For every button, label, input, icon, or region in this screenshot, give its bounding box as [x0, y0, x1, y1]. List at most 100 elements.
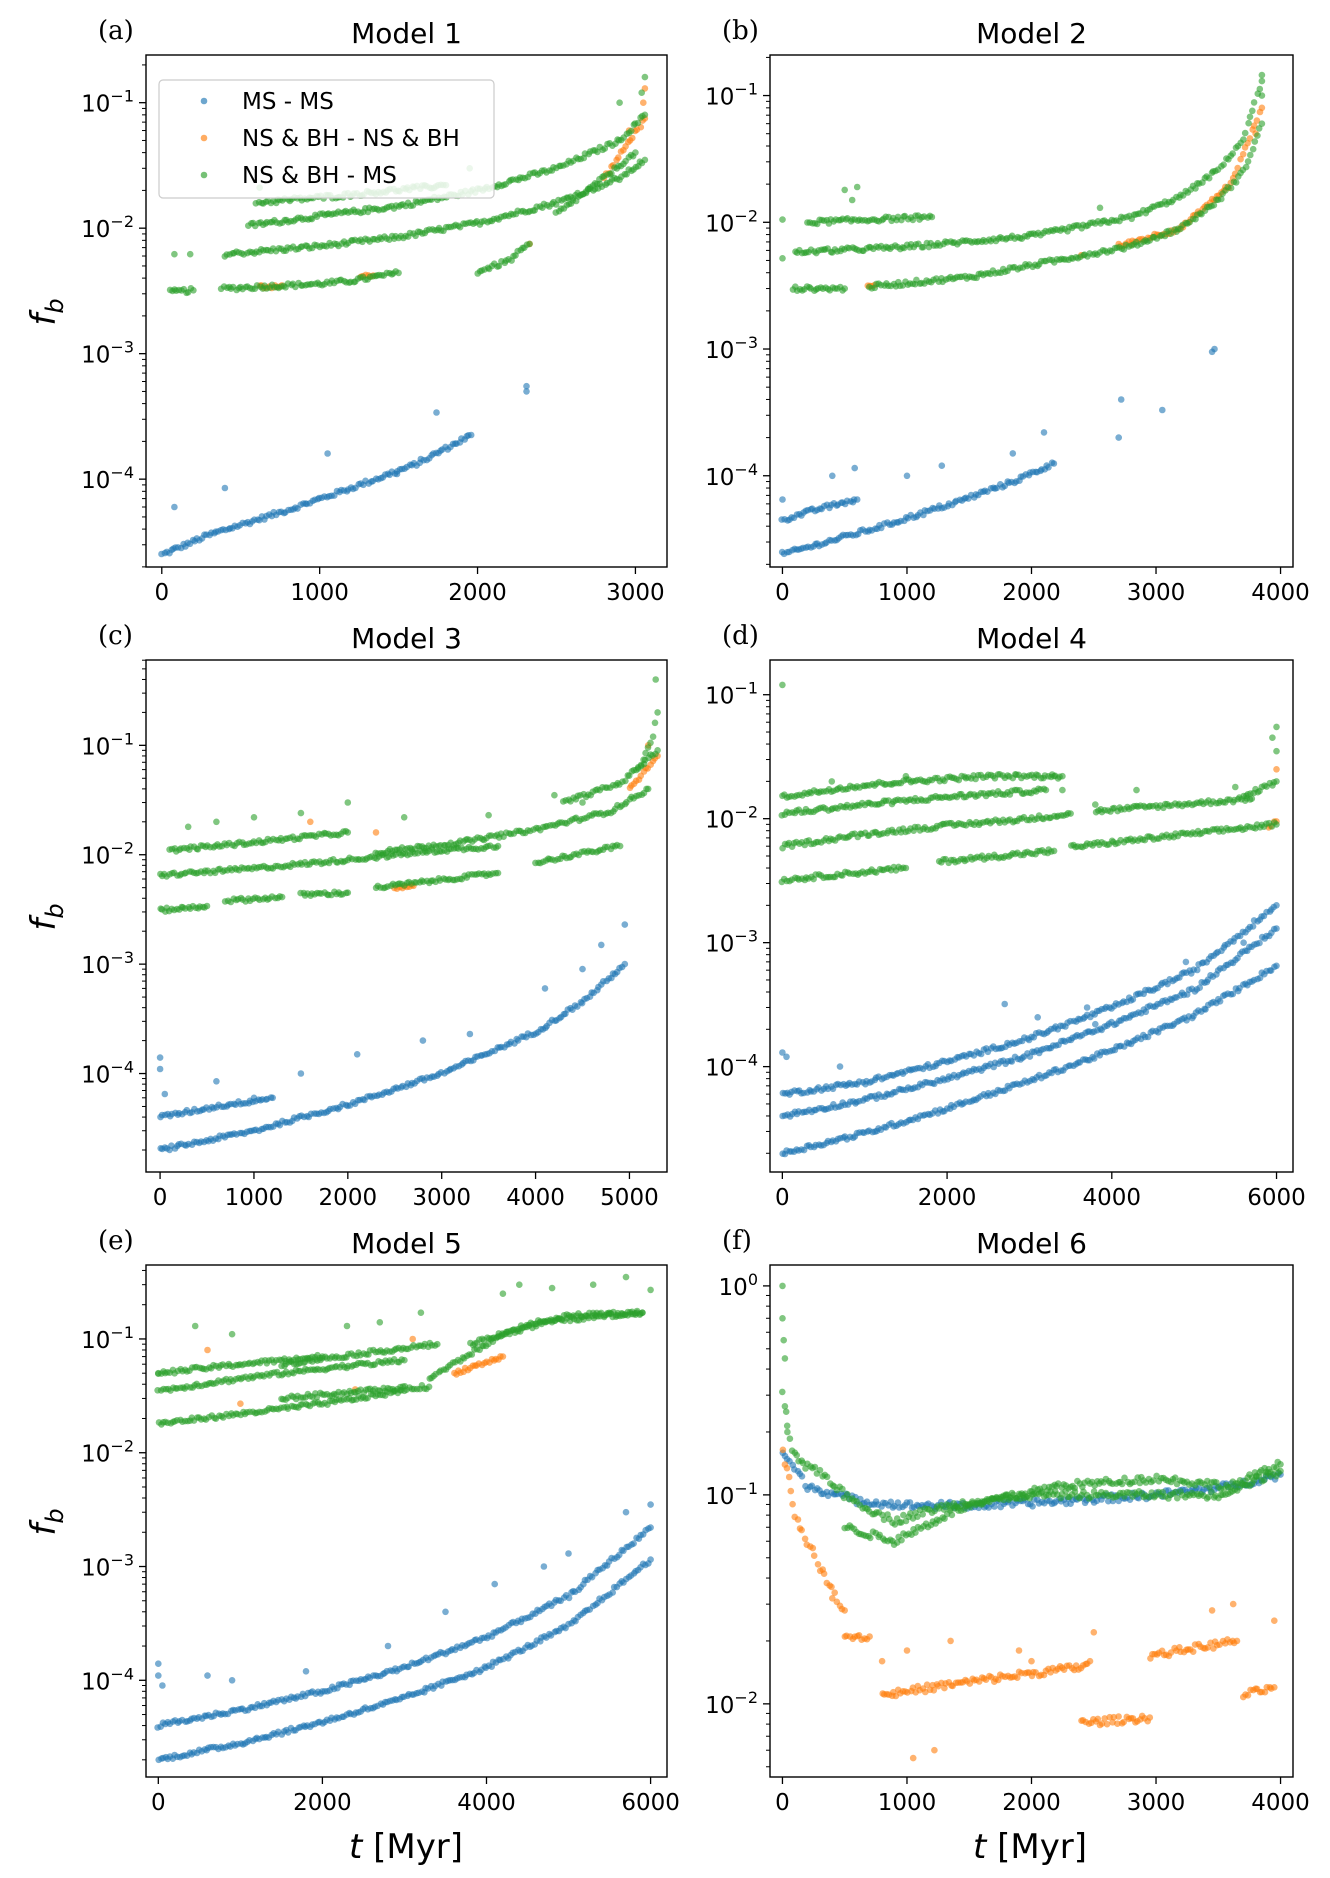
- data-point: [551, 791, 558, 799]
- y-tick-label: 10−4: [705, 1051, 758, 1082]
- data-point: [213, 818, 220, 826]
- data-point: [1193, 966, 1201, 974]
- data-point: [1159, 406, 1166, 414]
- data-point: [155, 1660, 162, 1667]
- data-point: [1237, 155, 1244, 163]
- data-point: [1050, 847, 1058, 855]
- data-point: [156, 1065, 164, 1073]
- data-point: [1117, 396, 1125, 403]
- data-point: [156, 1054, 164, 1061]
- data-point: [1133, 786, 1140, 794]
- data-point: [409, 1335, 417, 1343]
- data-point: [1258, 120, 1266, 127]
- data-point: [191, 1322, 199, 1330]
- x-tick-label: 1000: [878, 580, 937, 606]
- data-point: [903, 472, 911, 480]
- x-tick-label: 0: [154, 580, 169, 606]
- x-tick-label: 5000: [600, 1185, 659, 1211]
- data-point: [228, 1677, 236, 1684]
- data-point: [548, 1284, 556, 1292]
- data-point: [641, 156, 649, 164]
- data-point: [372, 829, 380, 836]
- y-tick-label: 10−3: [81, 1551, 134, 1582]
- data-point: [1220, 161, 1227, 168]
- panel-title: Model 4: [976, 622, 1087, 655]
- data-point: [622, 1508, 630, 1516]
- data-point: [565, 1594, 573, 1602]
- data-point: [641, 111, 649, 119]
- data-point: [250, 1094, 258, 1102]
- data-point: [1249, 145, 1257, 153]
- y-tick-label: 10−1: [705, 80, 758, 111]
- data-point: [1092, 801, 1099, 808]
- data-point: [616, 842, 624, 850]
- y-tick-label: 10−3: [81, 338, 134, 369]
- data-point: [468, 1351, 476, 1358]
- data-point: [654, 747, 661, 754]
- data-point: [654, 709, 661, 716]
- panel-title: Model 6: [976, 1227, 1087, 1260]
- data-point: [836, 1063, 844, 1070]
- series-ns-bh-ms: [154, 1273, 654, 1428]
- data-point: [634, 119, 642, 127]
- x-tick-label: 3000: [1127, 1790, 1186, 1816]
- data-point: [186, 250, 194, 258]
- data-point: [1253, 117, 1261, 124]
- data-point: [1026, 1053, 1034, 1060]
- data-point: [1273, 766, 1280, 773]
- data-point: [1227, 184, 1235, 192]
- data-point: [494, 869, 502, 877]
- data-point: [213, 1078, 220, 1085]
- data-point: [297, 809, 305, 817]
- data-point: [828, 778, 836, 785]
- data-point: [221, 484, 229, 492]
- data-point: [1050, 460, 1058, 467]
- data-point: [1246, 113, 1254, 121]
- x-tick-label: 4000: [506, 1185, 565, 1211]
- data-point: [640, 756, 647, 763]
- data-point: [622, 777, 629, 785]
- data-point: [1040, 429, 1048, 436]
- series-ms-ms: [158, 382, 530, 558]
- y-tick-label: 10−4: [81, 1664, 134, 1695]
- data-point: [1273, 962, 1280, 970]
- data-point: [779, 681, 786, 689]
- y-tick-label: 10−4: [705, 460, 758, 491]
- panel-letter: (c): [98, 621, 133, 651]
- data-point: [639, 1309, 646, 1316]
- x-tick-label: 6000: [621, 1790, 680, 1816]
- data-point: [1192, 185, 1199, 192]
- data-point: [848, 196, 856, 204]
- data-point: [642, 749, 649, 757]
- panel-letter: (b): [722, 16, 759, 46]
- data-point: [1273, 925, 1280, 932]
- x-tick-label: 3000: [606, 580, 665, 606]
- x-tick-label: 4000: [1251, 1790, 1310, 1816]
- data-point: [297, 1070, 305, 1077]
- data-point: [1251, 138, 1259, 145]
- data-point: [442, 1608, 449, 1616]
- data-point: [1273, 902, 1280, 909]
- series-ms-ms: [778, 345, 1218, 558]
- data-point: [319, 1353, 326, 1360]
- data-point: [1092, 1020, 1099, 1028]
- panel-title: Model 2: [976, 17, 1087, 50]
- data-point: [302, 1668, 310, 1675]
- data-point: [376, 1319, 384, 1326]
- x-tick-label: 2000: [448, 580, 507, 606]
- data-point: [640, 99, 647, 106]
- series-ns-bh-ms: [779, 71, 1266, 295]
- data-point: [250, 814, 258, 821]
- data-point: [841, 285, 848, 292]
- data-point: [1244, 158, 1252, 165]
- data-point: [779, 496, 786, 503]
- data-point: [516, 1281, 523, 1288]
- data-point: [155, 1672, 162, 1679]
- x-tick-label: 2000: [319, 1185, 378, 1211]
- data-point: [353, 1051, 361, 1058]
- data-point: [637, 762, 645, 770]
- data-point: [161, 1090, 169, 1098]
- data-point: [1008, 1058, 1016, 1065]
